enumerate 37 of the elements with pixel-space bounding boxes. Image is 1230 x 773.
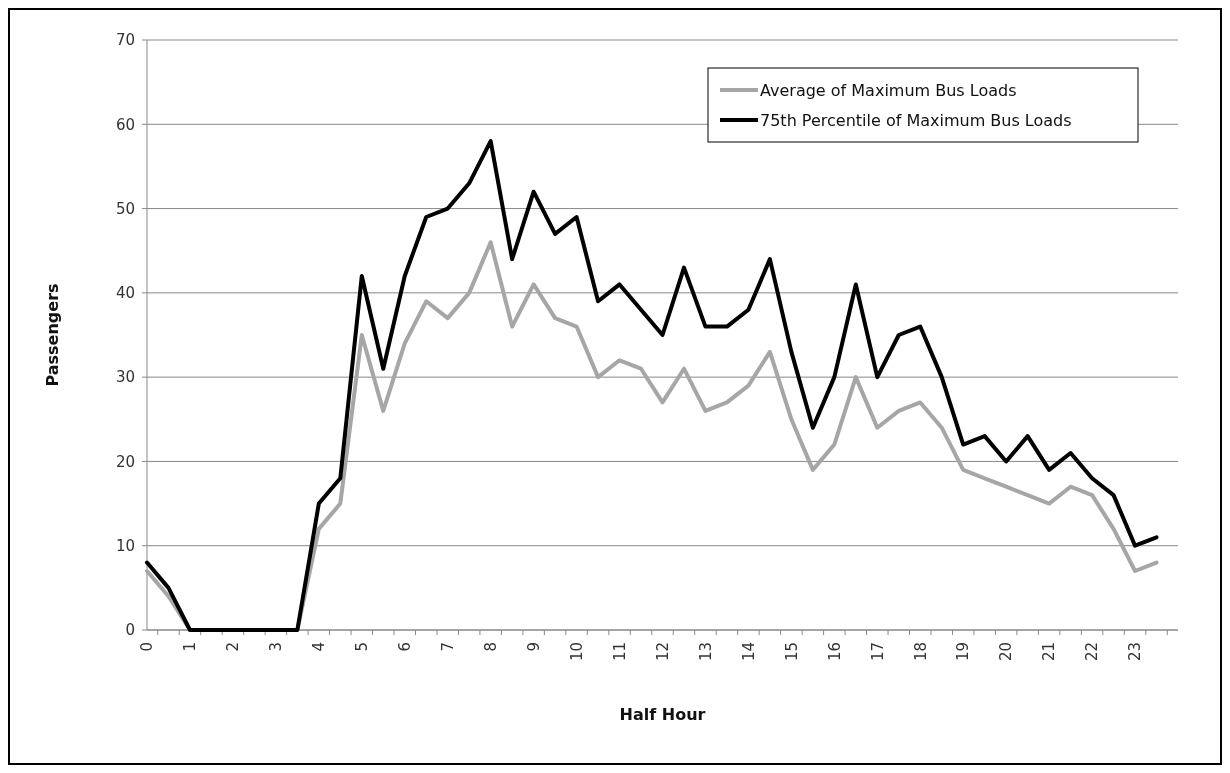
y-tick-label: 60	[115, 115, 135, 134]
x-tick-label: 0	[138, 642, 157, 652]
x-axis-title: Half Hour	[619, 705, 706, 724]
legend-label: Average of Maximum Bus Loads	[760, 80, 1017, 100]
x-tick-label: 10	[567, 642, 586, 662]
x-tick-label: 11	[610, 642, 629, 662]
x-tick-label: 18	[911, 642, 930, 662]
x-tick-label: 15	[782, 642, 801, 662]
x-tick-label: 7	[438, 642, 457, 652]
legend-label: 75th Percentile of Maximum Bus Loads	[760, 110, 1072, 130]
x-tick-label: 4	[310, 642, 329, 652]
x-tick-label: 13	[696, 642, 715, 662]
x-tick-label: 9	[524, 642, 543, 652]
y-tick-label: 10	[115, 536, 135, 555]
x-tick-label: 23	[1126, 642, 1145, 662]
x-tick-label: 19	[954, 642, 973, 662]
x-tick-label: 20	[997, 642, 1016, 662]
x-tick-label: 2	[224, 642, 243, 652]
x-tick-label: 17	[868, 642, 887, 662]
y-tick-label: 20	[115, 452, 135, 471]
y-tick-label: 0	[125, 621, 135, 640]
x-tick-label: 14	[739, 642, 758, 662]
x-tick-label: 16	[825, 642, 844, 662]
x-tick-label: 5	[353, 642, 372, 652]
y-tick-label: 40	[115, 284, 135, 303]
x-tick-label: 12	[653, 642, 672, 662]
x-tick-label: 1	[181, 642, 200, 652]
x-tick-label: 8	[481, 642, 500, 652]
x-tick-label: 22	[1083, 642, 1102, 662]
x-tick-label: 6	[396, 642, 414, 652]
y-axis-title: Passengers	[43, 283, 62, 387]
y-tick-label: 30	[115, 368, 135, 387]
y-tick-label: 50	[115, 199, 135, 218]
x-tick-label: 3	[267, 642, 286, 652]
x-tick-label: 21	[1040, 642, 1059, 662]
line-series	[145, 139, 1159, 632]
y-tick-label: 70	[115, 31, 135, 50]
